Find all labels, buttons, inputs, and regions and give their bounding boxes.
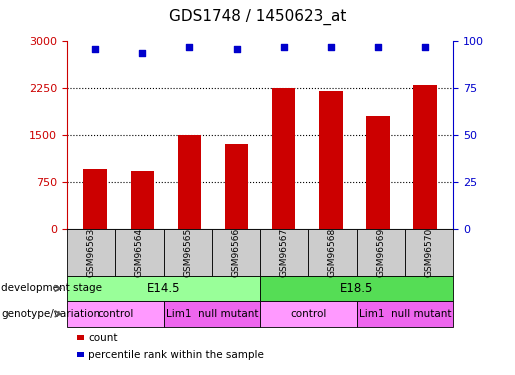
Text: count: count (88, 333, 117, 343)
Text: control: control (97, 309, 133, 319)
Text: GSM96568: GSM96568 (328, 228, 337, 277)
Point (280, 44, 288, 50)
Bar (77, 352, 84, 357)
Text: E18.5: E18.5 (340, 282, 373, 295)
Point (91, 46, 99, 52)
Point (421, 44, 429, 50)
Text: GSM96569: GSM96569 (376, 228, 385, 277)
Text: control: control (290, 309, 327, 319)
Bar (163, 229, 212, 276)
Point (327, 44, 335, 50)
Text: development stage: development stage (1, 284, 102, 293)
Text: GSM96565: GSM96565 (183, 228, 192, 277)
Bar (163, 301, 260, 327)
Point (138, 50, 146, 55)
Text: E14.5: E14.5 (147, 282, 180, 295)
Point (185, 44, 194, 50)
Bar (308, 229, 356, 276)
Text: GSM96567: GSM96567 (280, 228, 289, 277)
Text: percentile rank within the sample: percentile rank within the sample (88, 350, 264, 360)
Text: Lim1  null mutant: Lim1 null mutant (165, 309, 258, 319)
Text: Lim1  null mutant: Lim1 null mutant (358, 309, 451, 319)
Bar (260, 229, 308, 276)
Bar (83, 170, 107, 229)
Bar (77, 335, 84, 340)
Bar (405, 229, 453, 276)
Bar (260, 276, 453, 301)
Text: genotype/variation: genotype/variation (1, 309, 100, 319)
Bar (413, 85, 437, 229)
Bar (67, 276, 260, 301)
Bar (130, 171, 154, 229)
Bar (178, 135, 201, 229)
Text: GDS1748 / 1450623_at: GDS1748 / 1450623_at (169, 9, 346, 25)
Text: GSM96566: GSM96566 (231, 228, 241, 277)
Text: GSM96563: GSM96563 (87, 228, 96, 277)
Bar (272, 88, 296, 229)
Point (374, 44, 382, 50)
Bar (212, 229, 260, 276)
Point (232, 46, 241, 52)
Bar (356, 301, 453, 327)
Bar (356, 229, 405, 276)
Text: GSM96570: GSM96570 (424, 228, 434, 277)
Bar (225, 144, 248, 229)
Bar (366, 116, 390, 229)
Bar (260, 301, 356, 327)
Text: GSM96564: GSM96564 (135, 228, 144, 277)
Bar (115, 229, 163, 276)
Bar (67, 301, 163, 327)
Bar (319, 91, 342, 229)
Bar (67, 229, 115, 276)
